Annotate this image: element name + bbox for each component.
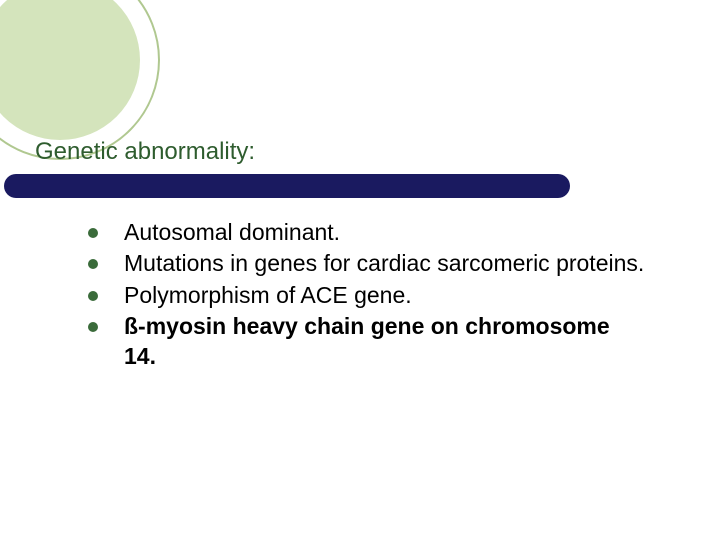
bullet-icon	[88, 322, 98, 332]
list-item: Polymorphism of ACE gene.	[88, 281, 648, 310]
bullet-icon	[88, 291, 98, 301]
list-item: ß-myosin heavy chain gene on chromosome …	[88, 312, 648, 371]
bullet-text: Mutations in genes for cardiac sarcomeri…	[124, 249, 644, 278]
list-item: Mutations in genes for cardiac sarcomeri…	[88, 249, 648, 278]
bullet-icon	[88, 228, 98, 238]
corner-decoration	[0, 0, 160, 160]
bullet-icon	[88, 259, 98, 269]
title-underline-bar	[4, 174, 570, 198]
bullet-list: Autosomal dominant. Mutations in genes f…	[88, 218, 648, 373]
bullet-text: ß-myosin heavy chain gene on chromosome …	[124, 312, 648, 371]
bullet-text: Polymorphism of ACE gene.	[124, 281, 412, 310]
list-item: Autosomal dominant.	[88, 218, 648, 247]
slide-title: Genetic abnormality:	[35, 138, 255, 166]
bullet-text: Autosomal dominant.	[124, 218, 340, 247]
